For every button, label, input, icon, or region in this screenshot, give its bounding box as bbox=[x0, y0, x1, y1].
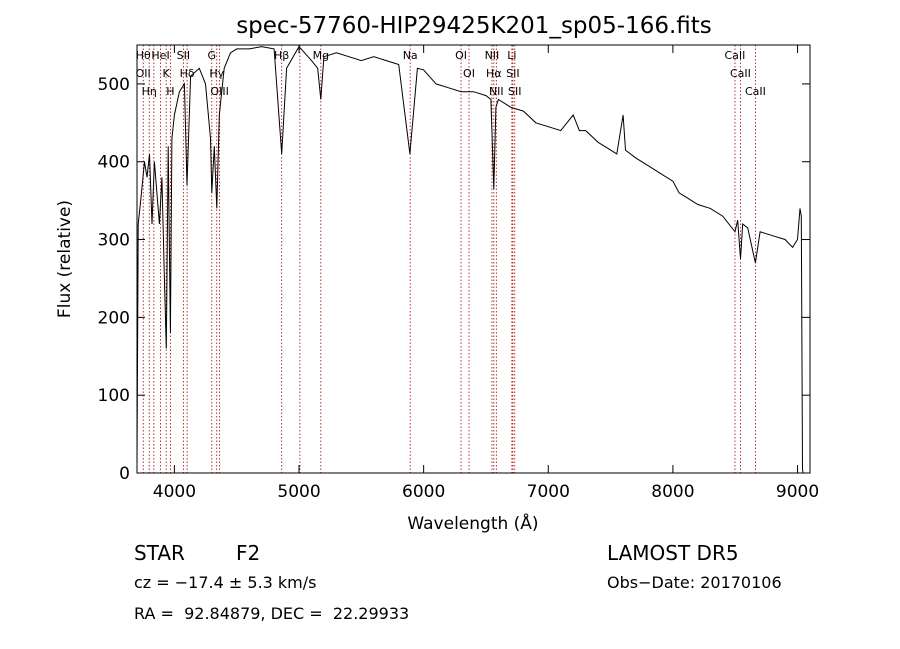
ra-dec-coordinates: RA = 92.84879, DEC = 22.29933 bbox=[134, 604, 410, 623]
line-label-0: Hθ bbox=[136, 49, 151, 62]
y-tick-label-2: 200 bbox=[98, 308, 130, 328]
line-label-19: NII bbox=[489, 85, 504, 98]
line-label-22: SII bbox=[508, 85, 521, 98]
line-label-23: CaII bbox=[725, 49, 746, 62]
x-axis-ticks: 4000 5000 6000 7000 8000 9000 bbox=[153, 45, 819, 502]
survey-name: LAMOST DR5 bbox=[607, 541, 739, 565]
line-label-14: Na bbox=[403, 49, 418, 62]
line-label-17: NII bbox=[485, 49, 500, 62]
observation-date: Obs−Date: 20170106 bbox=[607, 573, 782, 592]
x-tick-label-3: 7000 bbox=[527, 482, 570, 502]
line-label-4: K bbox=[163, 67, 171, 80]
y-tick-label-5: 500 bbox=[98, 75, 130, 95]
line-label-9: Hγ bbox=[209, 67, 224, 80]
line-label-3: HeI bbox=[151, 49, 169, 62]
x-tick-label-4: 8000 bbox=[651, 482, 694, 502]
line-label-8: G bbox=[208, 49, 217, 62]
line-label-24: CaII bbox=[730, 67, 751, 80]
spectrum-series bbox=[136, 45, 804, 474]
spectral-line-labels: Hθ OII Hη HeI KH SII Hδ G Hγ OIII Hβ Mg Na OI OI NII Hα N… bbox=[136, 49, 766, 98]
line-label-7: Hδ bbox=[180, 67, 195, 80]
line-label-5: H bbox=[166, 85, 174, 98]
object-class: STAR bbox=[134, 541, 185, 565]
x-tick-label-0: 4000 bbox=[153, 482, 196, 502]
redshift-velocity: cz = −17.4 ± 5.3 km/s bbox=[134, 573, 317, 592]
line-label-18: Hα bbox=[486, 67, 502, 80]
line-label-10: OIII bbox=[210, 85, 228, 98]
y-axis-ticks: 0 100 200 300 400 500 bbox=[98, 75, 810, 484]
line-label-25: CaII bbox=[745, 85, 766, 98]
object-subclass: F2 bbox=[236, 541, 261, 565]
line-label-13: Mg bbox=[313, 49, 329, 62]
chart-title: spec-57760-HIP29425K201_sp05-166.fits bbox=[236, 13, 712, 39]
y-tick-label-3: 300 bbox=[98, 231, 130, 251]
line-label-1: Hη bbox=[142, 85, 157, 98]
line-label-16: OI bbox=[463, 67, 475, 80]
line-label-0: OII bbox=[136, 67, 151, 80]
x-axis-label: Wavelength (Å) bbox=[407, 512, 538, 534]
line-label-11: Hβ bbox=[274, 49, 289, 62]
y-tick-label-4: 400 bbox=[98, 153, 130, 173]
line-label-15: OI bbox=[455, 49, 467, 62]
y-tick-label-1: 100 bbox=[98, 386, 130, 406]
plot-frame bbox=[136, 44, 811, 474]
line-label-6: SII bbox=[177, 49, 190, 62]
x-tick-label-1: 5000 bbox=[277, 482, 320, 502]
line-label-20: Li bbox=[507, 49, 516, 62]
x-tick-label-2: 6000 bbox=[402, 482, 445, 502]
x-tick-label-5: 9000 bbox=[776, 482, 819, 502]
line-label-21: SII bbox=[506, 67, 519, 80]
y-tick-label-0: 0 bbox=[119, 464, 130, 484]
spectral-line-markers bbox=[142, 45, 756, 473]
y-axis-label: Flux (relative) bbox=[55, 200, 75, 318]
